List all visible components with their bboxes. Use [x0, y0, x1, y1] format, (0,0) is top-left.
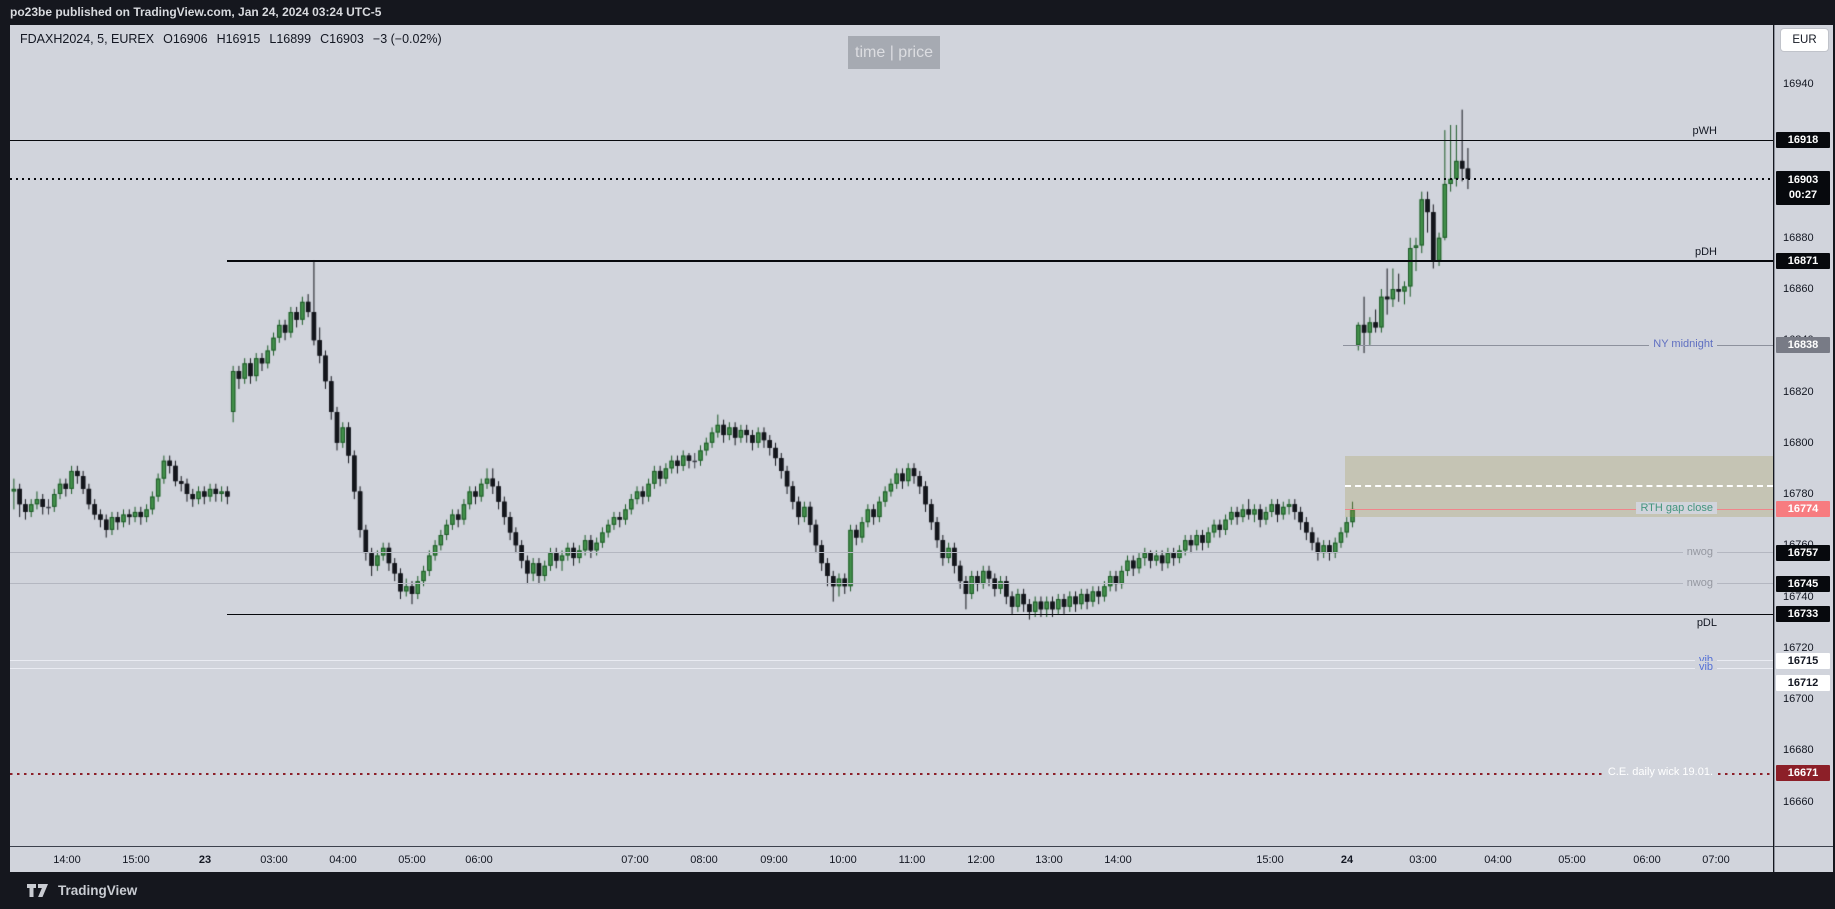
time-label: 07:00: [621, 853, 649, 866]
price-tick: 16820: [1783, 385, 1814, 398]
current-price-label: 16903 00:27: [1776, 170, 1830, 205]
price-tick: 16700: [1783, 693, 1814, 705]
time-label: 13:00: [1035, 853, 1063, 866]
axis-price-label-vib-lower: 16712: [1776, 675, 1830, 692]
level-line-pdh[interactable]: [227, 260, 1773, 262]
price-tick: 16780: [1783, 488, 1814, 500]
watermark-text: time | price: [855, 43, 933, 61]
footer-bar: TradingView: [0, 872, 1835, 909]
time-label: 23: [198, 853, 212, 866]
legend-close: C16903: [320, 32, 364, 46]
axis-price-label-nwog-lower: 16745: [1776, 575, 1830, 592]
legend-open: O16906: [163, 32, 208, 46]
level-label-nwog-lower: nwog: [1682, 576, 1717, 589]
level-line-nwog-upper[interactable]: [10, 552, 1773, 554]
time-label: 09:00: [760, 853, 788, 866]
time-label: 15:00: [122, 853, 150, 866]
level-label-nwog-upper: nwog: [1682, 545, 1717, 558]
level-line-vib-lower[interactable]: [10, 667, 1773, 669]
time-label: 04:00: [1484, 853, 1512, 866]
price-tick: 16680: [1783, 744, 1814, 757]
axis-price-label-nwog-upper: 16757: [1776, 544, 1830, 561]
axis-price-label-pwh: 16918: [1776, 132, 1830, 149]
axis-price-label-rth-gap-close: 16774: [1776, 501, 1830, 518]
level-line-pwh[interactable]: [10, 139, 1773, 142]
time-label: 11:00: [898, 853, 926, 866]
time-label: 05:00: [1558, 853, 1586, 866]
level-line-ce-daily-wick[interactable]: [10, 772, 1773, 775]
price-tick: 16860: [1783, 283, 1814, 295]
level-line-rth-gap-close[interactable]: [1345, 508, 1773, 510]
time-label: 08:00: [690, 853, 718, 866]
price-tick: 16880: [1783, 231, 1814, 244]
level-label-pdh: pDH: [1694, 245, 1717, 258]
current-price-value: 16903: [1787, 173, 1819, 186]
time-label: 24: [1340, 853, 1354, 866]
level-label-pwh: pWH: [1692, 125, 1717, 138]
time-label: 14:00: [53, 853, 81, 866]
time-label: 14:00: [1104, 853, 1132, 866]
time-label: 03:00: [260, 853, 288, 866]
axis-corner: [1774, 846, 1833, 872]
currency-button[interactable]: EUR: [1781, 29, 1828, 51]
bar-countdown: 00:27: [1788, 188, 1818, 201]
legend-high: H16915: [216, 32, 261, 46]
tradingview-brand[interactable]: TradingView: [58, 883, 138, 898]
level-label-ce-daily-wick: C.E. daily wick 19.01.: [1603, 766, 1717, 779]
currency-label: EUR: [1792, 34, 1817, 46]
axis-price-label-vib-upper: 16715: [1776, 652, 1830, 669]
axis-price-label-ce-daily-wick: 16671: [1776, 765, 1830, 782]
axis-price-label-pdh: 16871: [1776, 252, 1830, 269]
time-label: 12:00: [967, 853, 995, 866]
gap-midpoint-dashed-line[interactable]: [1345, 485, 1773, 488]
chart-plot-area[interactable]: FDAXH2024, 5, EUREX O16906 H16915 L16899 C16…: [10, 25, 1773, 846]
level-line-pdl[interactable]: [227, 613, 1773, 616]
price-tick: 16800: [1783, 436, 1814, 449]
price-tick: 16720: [1783, 641, 1814, 654]
current-price-line: [10, 177, 1773, 180]
tradingview-logo-icon[interactable]: [27, 883, 50, 898]
price-tick: 16740: [1783, 590, 1814, 603]
price-tick: 16660: [1783, 795, 1814, 808]
legend-low: L16899: [269, 32, 312, 46]
level-line-nwog-lower[interactable]: [10, 582, 1773, 584]
candlestick-canvas[interactable]: [10, 25, 1773, 846]
level-line-vib-upper[interactable]: [10, 659, 1773, 661]
price-axis[interactable]: EUR 169401688016860168401682016800167801…: [1774, 25, 1833, 846]
time-label: 03:00: [1409, 853, 1437, 866]
time-label: 15:00: [1256, 853, 1284, 866]
axis-price-label-pdl: 16733: [1776, 606, 1830, 623]
time-price-watermark: time | price: [848, 36, 940, 69]
level-label-ny-midnight: NY midnight: [1649, 338, 1717, 351]
time-axis[interactable]: 14:00 15:00 23 03:00 04:00 05:00 06:00 07:00 08:…: [10, 846, 1773, 872]
axis-price-label-ny-midnight: 16838: [1776, 337, 1830, 354]
price-tick: 16940: [1783, 78, 1814, 90]
level-label-pdl: pDL: [1696, 617, 1717, 630]
publish-bar: po23be published on TradingView.com, Jan…: [0, 0, 1835, 25]
time-label: 07:00: [1702, 853, 1730, 866]
time-label: 10:00: [829, 853, 857, 866]
time-label: 05:00: [398, 853, 426, 866]
level-line-ny-midnight[interactable]: [1343, 344, 1773, 346]
time-label: 04:00: [329, 853, 357, 866]
time-label: 06:00: [1633, 853, 1661, 866]
symbol-legend[interactable]: FDAXH2024, 5, EUREX O16906 H16915 L16899 C16…: [20, 32, 451, 46]
level-label-rth-gap-close: RTH gap close: [1636, 502, 1717, 515]
time-label: 06:00: [465, 853, 493, 866]
legend-symbol: FDAXH2024, 5, EUREX: [20, 32, 155, 46]
publish-text: po23be published on TradingView.com, Jan…: [10, 5, 382, 19]
level-label-vib-lower: vib: [1694, 661, 1717, 674]
legend-change: −3 (−0.02%): [372, 32, 442, 46]
